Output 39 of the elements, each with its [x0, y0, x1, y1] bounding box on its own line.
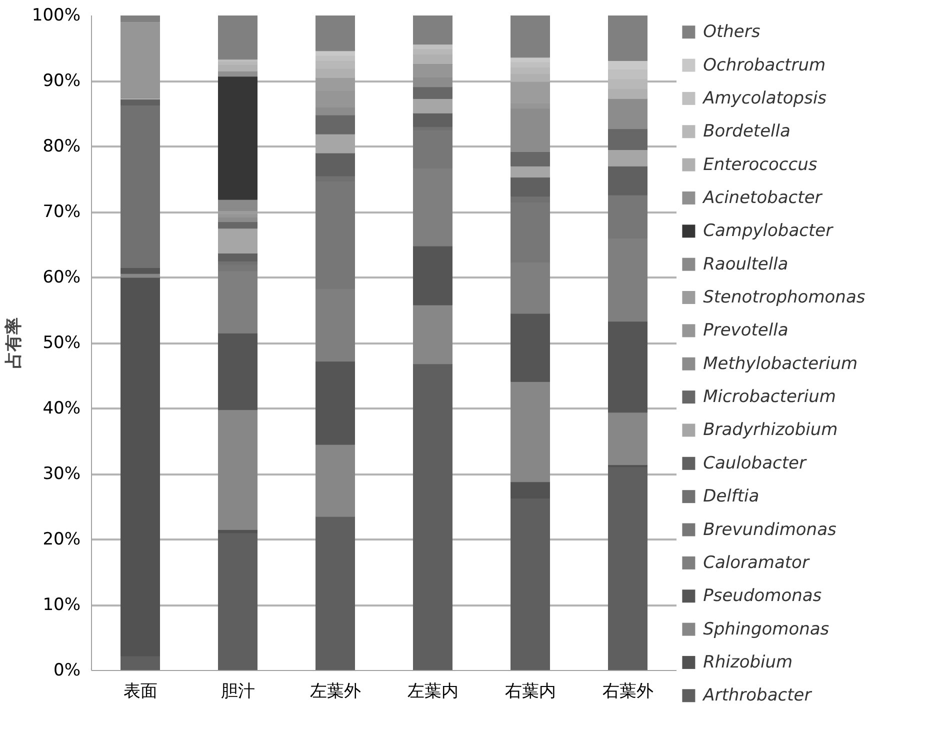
legend-label: Bordetella — [703, 122, 790, 142]
legend-label: Prevotella — [703, 320, 788, 341]
y-tick-label: 40% — [42, 398, 81, 418]
y-tick-label: 10% — [42, 595, 81, 615]
legend-label: Sphingomonas — [703, 619, 830, 640]
y-axis-title: 占有率 — [4, 318, 24, 368]
y-tick-label: 20% — [42, 530, 81, 550]
legend-label: Ochrobactrum — [703, 55, 826, 76]
legend-label: Rhizobium — [703, 652, 793, 672]
legend-label: Methylobacterium — [703, 354, 858, 374]
x-tick-label: 左葉内 — [407, 682, 458, 702]
legend-label: Microbacterium — [703, 387, 836, 408]
legend-label: Enterococcus — [703, 154, 818, 175]
legend-label: Brevundimonas — [703, 520, 836, 540]
legend-label: Pseudomonas — [703, 586, 822, 606]
legend-label: Raoultella — [703, 254, 788, 274]
legend-label: Caulobacter — [703, 453, 807, 474]
y-tick-label: 0% — [54, 660, 81, 680]
legend-label: Others — [703, 22, 760, 42]
y-tick-label: 50% — [42, 333, 81, 353]
legend-label: Campylobacter — [703, 221, 834, 242]
y-tick-label: 70% — [42, 202, 81, 222]
legend-label: Amycolatopsis — [702, 88, 827, 108]
y-tick-label: 100% — [32, 6, 81, 26]
legend-label: Caloramator — [703, 552, 810, 573]
y-tick-label: 80% — [42, 136, 81, 156]
y-tick-label: 60% — [42, 268, 81, 288]
y-tick-label: 90% — [42, 71, 81, 91]
x-tick-label: 右葉外 — [602, 682, 654, 702]
x-tick-label: 表面 — [123, 682, 158, 702]
legend-label: Bradyrhizobium — [703, 420, 838, 440]
legend-label: Stenotrophomonas — [703, 288, 866, 308]
y-tick-label: 30% — [42, 464, 81, 484]
x-tick-label: 右葉内 — [504, 682, 556, 702]
x-tick-label: 胆汁 — [220, 682, 255, 702]
x-tick-label: 左葉外 — [310, 682, 361, 702]
legend-label: Arthrobacter — [702, 686, 812, 706]
legend-label: Acinetobacter — [702, 188, 823, 208]
legend-label: Delftia — [703, 486, 760, 507]
